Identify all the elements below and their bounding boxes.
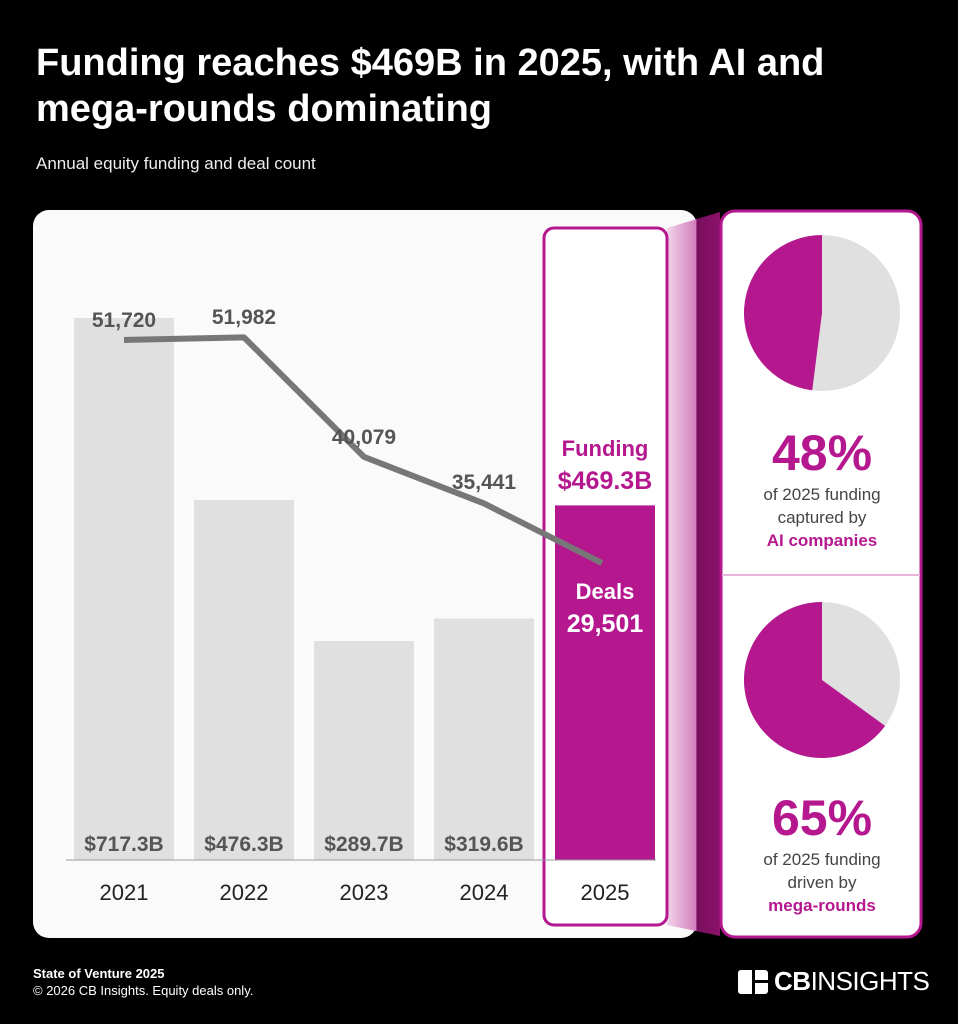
funding-label: $476.3B [204,833,283,856]
logo-mark-icon [738,969,768,994]
stat-line: captured by [778,508,867,527]
funding-label: $289.7B [324,833,403,856]
footer-note: © 2026 CB Insights. Equity deals only. [33,983,254,998]
stat-line: of 2025 funding [763,485,880,504]
deals-label: 51,720 [92,309,156,332]
chart-title: Funding reaches $469B in 2025, with AI a… [36,42,825,130]
highlight-deals-title: Deals [576,579,635,604]
x-tick-label: 2024 [460,880,509,905]
bar-2022 [194,500,294,860]
stat-percent: 65% [772,790,872,846]
chart-subtitle: Annual equity funding and deal count [36,154,316,173]
highlight-funding-title: Funding [562,436,649,461]
bar-2025 [555,505,655,860]
bar-2023 [314,641,414,860]
x-tick-label: 2022 [220,880,269,905]
deals-label: 35,441 [452,471,517,494]
stat-line: driven by [788,873,857,892]
highlight-funding-value: $469.3B [558,467,653,495]
pie-slice [744,602,886,758]
stat-percent: 48% [772,425,872,481]
stat-highlight: AI companies [767,531,878,550]
x-tick-label: 2025 [581,880,630,905]
x-tick-label: 2021 [100,880,149,905]
x-tick-label: 2023 [340,880,389,905]
pie-slice [743,235,822,391]
cb-insights-logo: CBINSIGHTS [738,966,930,997]
connector [667,212,720,936]
footer-source: State of Venture 2025 [33,966,165,981]
funding-label: $717.3B [84,833,163,856]
stat-line: of 2025 funding [763,850,880,869]
deals-label: 51,982 [212,306,276,329]
deals-label: 40,079 [332,426,396,449]
stat-highlight: mega-rounds [768,896,876,915]
funding-label: $319.6B [444,833,523,856]
bar-2024 [434,618,534,860]
highlight-deals-value: 29,501 [567,610,644,638]
bar-2021 [74,318,174,860]
